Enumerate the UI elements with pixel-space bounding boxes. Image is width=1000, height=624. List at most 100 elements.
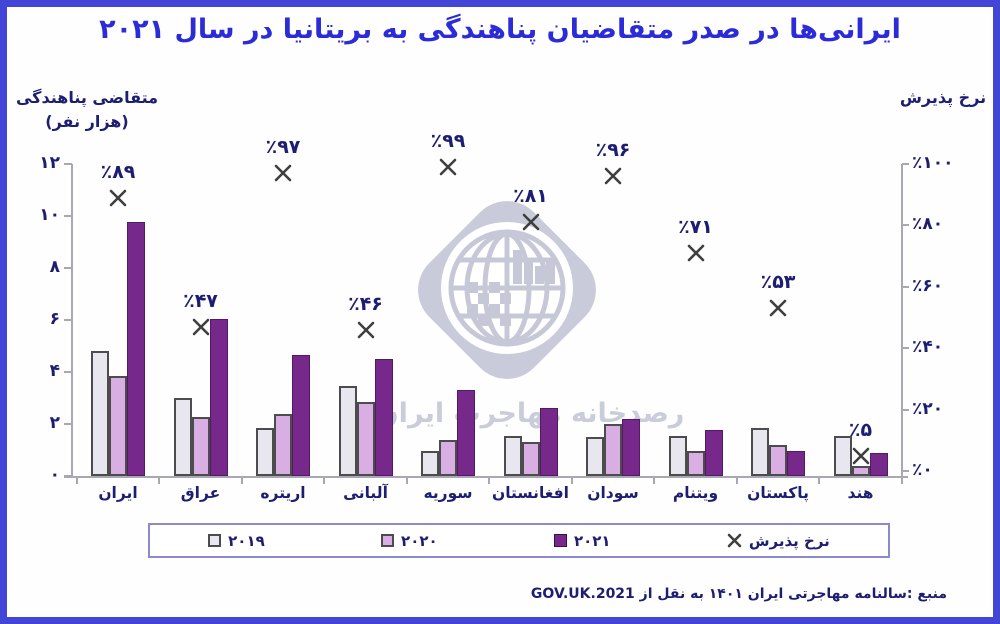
category-label: آلبانی (343, 484, 388, 502)
category-boundary-tick (240, 478, 243, 484)
legend-x-marker-icon (727, 533, 742, 548)
right-axis-tick (902, 224, 909, 227)
left-axis-tick-label: ۱۲ (39, 153, 60, 173)
acceptance-rate-marker-icon (439, 158, 457, 180)
bar-2021 (704, 430, 723, 476)
bar-2021 (292, 355, 310, 476)
bar-2021 (869, 453, 888, 476)
category-label: پاکستان (747, 484, 809, 502)
legend-item-acceptance-rate: نرخ پذیرش (727, 532, 830, 550)
bar-2020 (191, 417, 210, 476)
right-axis-tick-label: ٪۴۰ (912, 337, 944, 358)
source-note: منبع :سالنامه مهاجرتی ایران ۱۴۰۱ به نقل … (530, 586, 947, 602)
left-axis-tick (64, 215, 72, 217)
right-axis-tick (902, 285, 909, 288)
bar-2020 (521, 442, 540, 476)
bar-2021 (374, 359, 393, 476)
acceptance-rate-marker-icon (604, 167, 622, 189)
bar-2019 (256, 428, 274, 476)
left-axis-tick (64, 371, 72, 373)
category-boundary-tick (900, 478, 903, 484)
right-axis-line (901, 164, 903, 476)
bar-2021 (457, 390, 475, 476)
category-boundary-tick (323, 478, 326, 484)
left-axis-tick (64, 267, 72, 269)
rate-label: ٪۴۶ (348, 292, 383, 315)
legend-item-2020: ۲۰۲۰ (381, 532, 438, 550)
rate-label: ٪۵۳ (760, 271, 796, 294)
category-label: هند (847, 484, 874, 502)
right-axis-tick-label: ٪۲۰ (912, 398, 944, 419)
rate-label: ٪۷۱ (678, 216, 713, 239)
left-axis-title-line1: متقاضی پناهندگی (15, 88, 159, 107)
legend-label-2020: ۲۰۲۰ (401, 531, 438, 550)
category-boundary-tick (653, 478, 656, 484)
category-boundary-tick (570, 478, 573, 484)
category-label: ویتنام (672, 484, 719, 502)
legend-label-2021: ۲۰۲۱ (573, 531, 611, 550)
bar-2020 (356, 402, 375, 476)
acceptance-rate-marker-icon (522, 213, 540, 235)
left-axis-title-line2: (هزار نفر) (45, 112, 129, 131)
right-axis-title: نرخ پذیرش (899, 88, 987, 107)
category-label: عراق (180, 484, 221, 502)
category-boundary-tick (488, 478, 491, 484)
acceptance-rate-marker-icon (192, 318, 210, 340)
right-axis-tick-label: ٪۶۰ (912, 275, 944, 296)
watermark-logo-icon (418, 201, 596, 379)
category-label: ایران (98, 484, 138, 502)
right-axis-tick (902, 470, 909, 472)
category-label: افغانستان (491, 484, 569, 502)
category-boundary-tick (405, 478, 408, 484)
rate-label: ٪۸۱ (513, 185, 548, 208)
left-axis-tick-label: ۴ (49, 361, 60, 381)
bar-2019 (338, 386, 357, 476)
category-label: سوریه (423, 484, 473, 502)
bar-2019 (421, 451, 439, 476)
category-boundary-tick (158, 478, 161, 484)
left-axis-tick (64, 319, 72, 321)
category-label: سودان (587, 484, 639, 502)
acceptance-rate-marker-icon (274, 164, 292, 186)
acceptance-rate-marker-icon (852, 447, 870, 469)
bar-2020 (851, 466, 870, 476)
rate-label: ٪۹۶ (595, 139, 631, 162)
bar-2019 (668, 436, 687, 476)
acceptance-rate-marker-icon (357, 321, 375, 343)
bar-2021 (539, 408, 558, 476)
bar-2019 (91, 351, 109, 476)
bar-2020 (769, 445, 787, 476)
bar-2021 (127, 222, 145, 476)
category-boundary-tick (735, 478, 738, 484)
right-axis-tick-label: ٪۱۰۰ (912, 153, 954, 173)
left-axis-tick-label: ۰ (49, 465, 60, 485)
left-axis-tick (64, 423, 72, 425)
bar-2021 (787, 451, 805, 476)
acceptance-rate-marker-icon (769, 299, 787, 321)
bar-2020 (274, 414, 292, 476)
legend-item-2021: ۲۰۲۱ (553, 531, 611, 550)
legend: ۲۰۱۹ ۲۰۲۰ ۲۰۲۱ نرخ پذیرش (148, 523, 890, 558)
legend-swatch-2019 (208, 534, 222, 547)
left-axis-title: متقاضی پناهندگی (هزار نفر) (6, 86, 168, 134)
bar-2019 (503, 436, 522, 476)
legend-label-2019: ۲۰۱۹ (228, 531, 265, 550)
left-axis-tick-label: ۱۰ (39, 205, 60, 225)
bar-2019 (173, 398, 192, 476)
rate-label: ٪۴۷ (183, 289, 218, 312)
x-axis-line (64, 476, 908, 478)
bar-2019 (751, 428, 769, 476)
bar-2020 (439, 440, 457, 476)
rate-label: ٪۹۷ (265, 136, 301, 159)
legend-item-2019: ۲۰۱۹ (208, 532, 265, 550)
legend-swatch-2020 (381, 534, 395, 547)
left-axis-tick (64, 163, 72, 165)
right-axis-tick-label: ٪۰ (912, 460, 933, 480)
bar-2021 (622, 419, 640, 476)
category-label: اریتره (260, 484, 306, 502)
right-axis-tick (902, 347, 909, 350)
left-axis-tick (64, 475, 72, 477)
rate-label: ٪۸۹ (100, 160, 136, 183)
category-boundary-tick (818, 478, 821, 484)
